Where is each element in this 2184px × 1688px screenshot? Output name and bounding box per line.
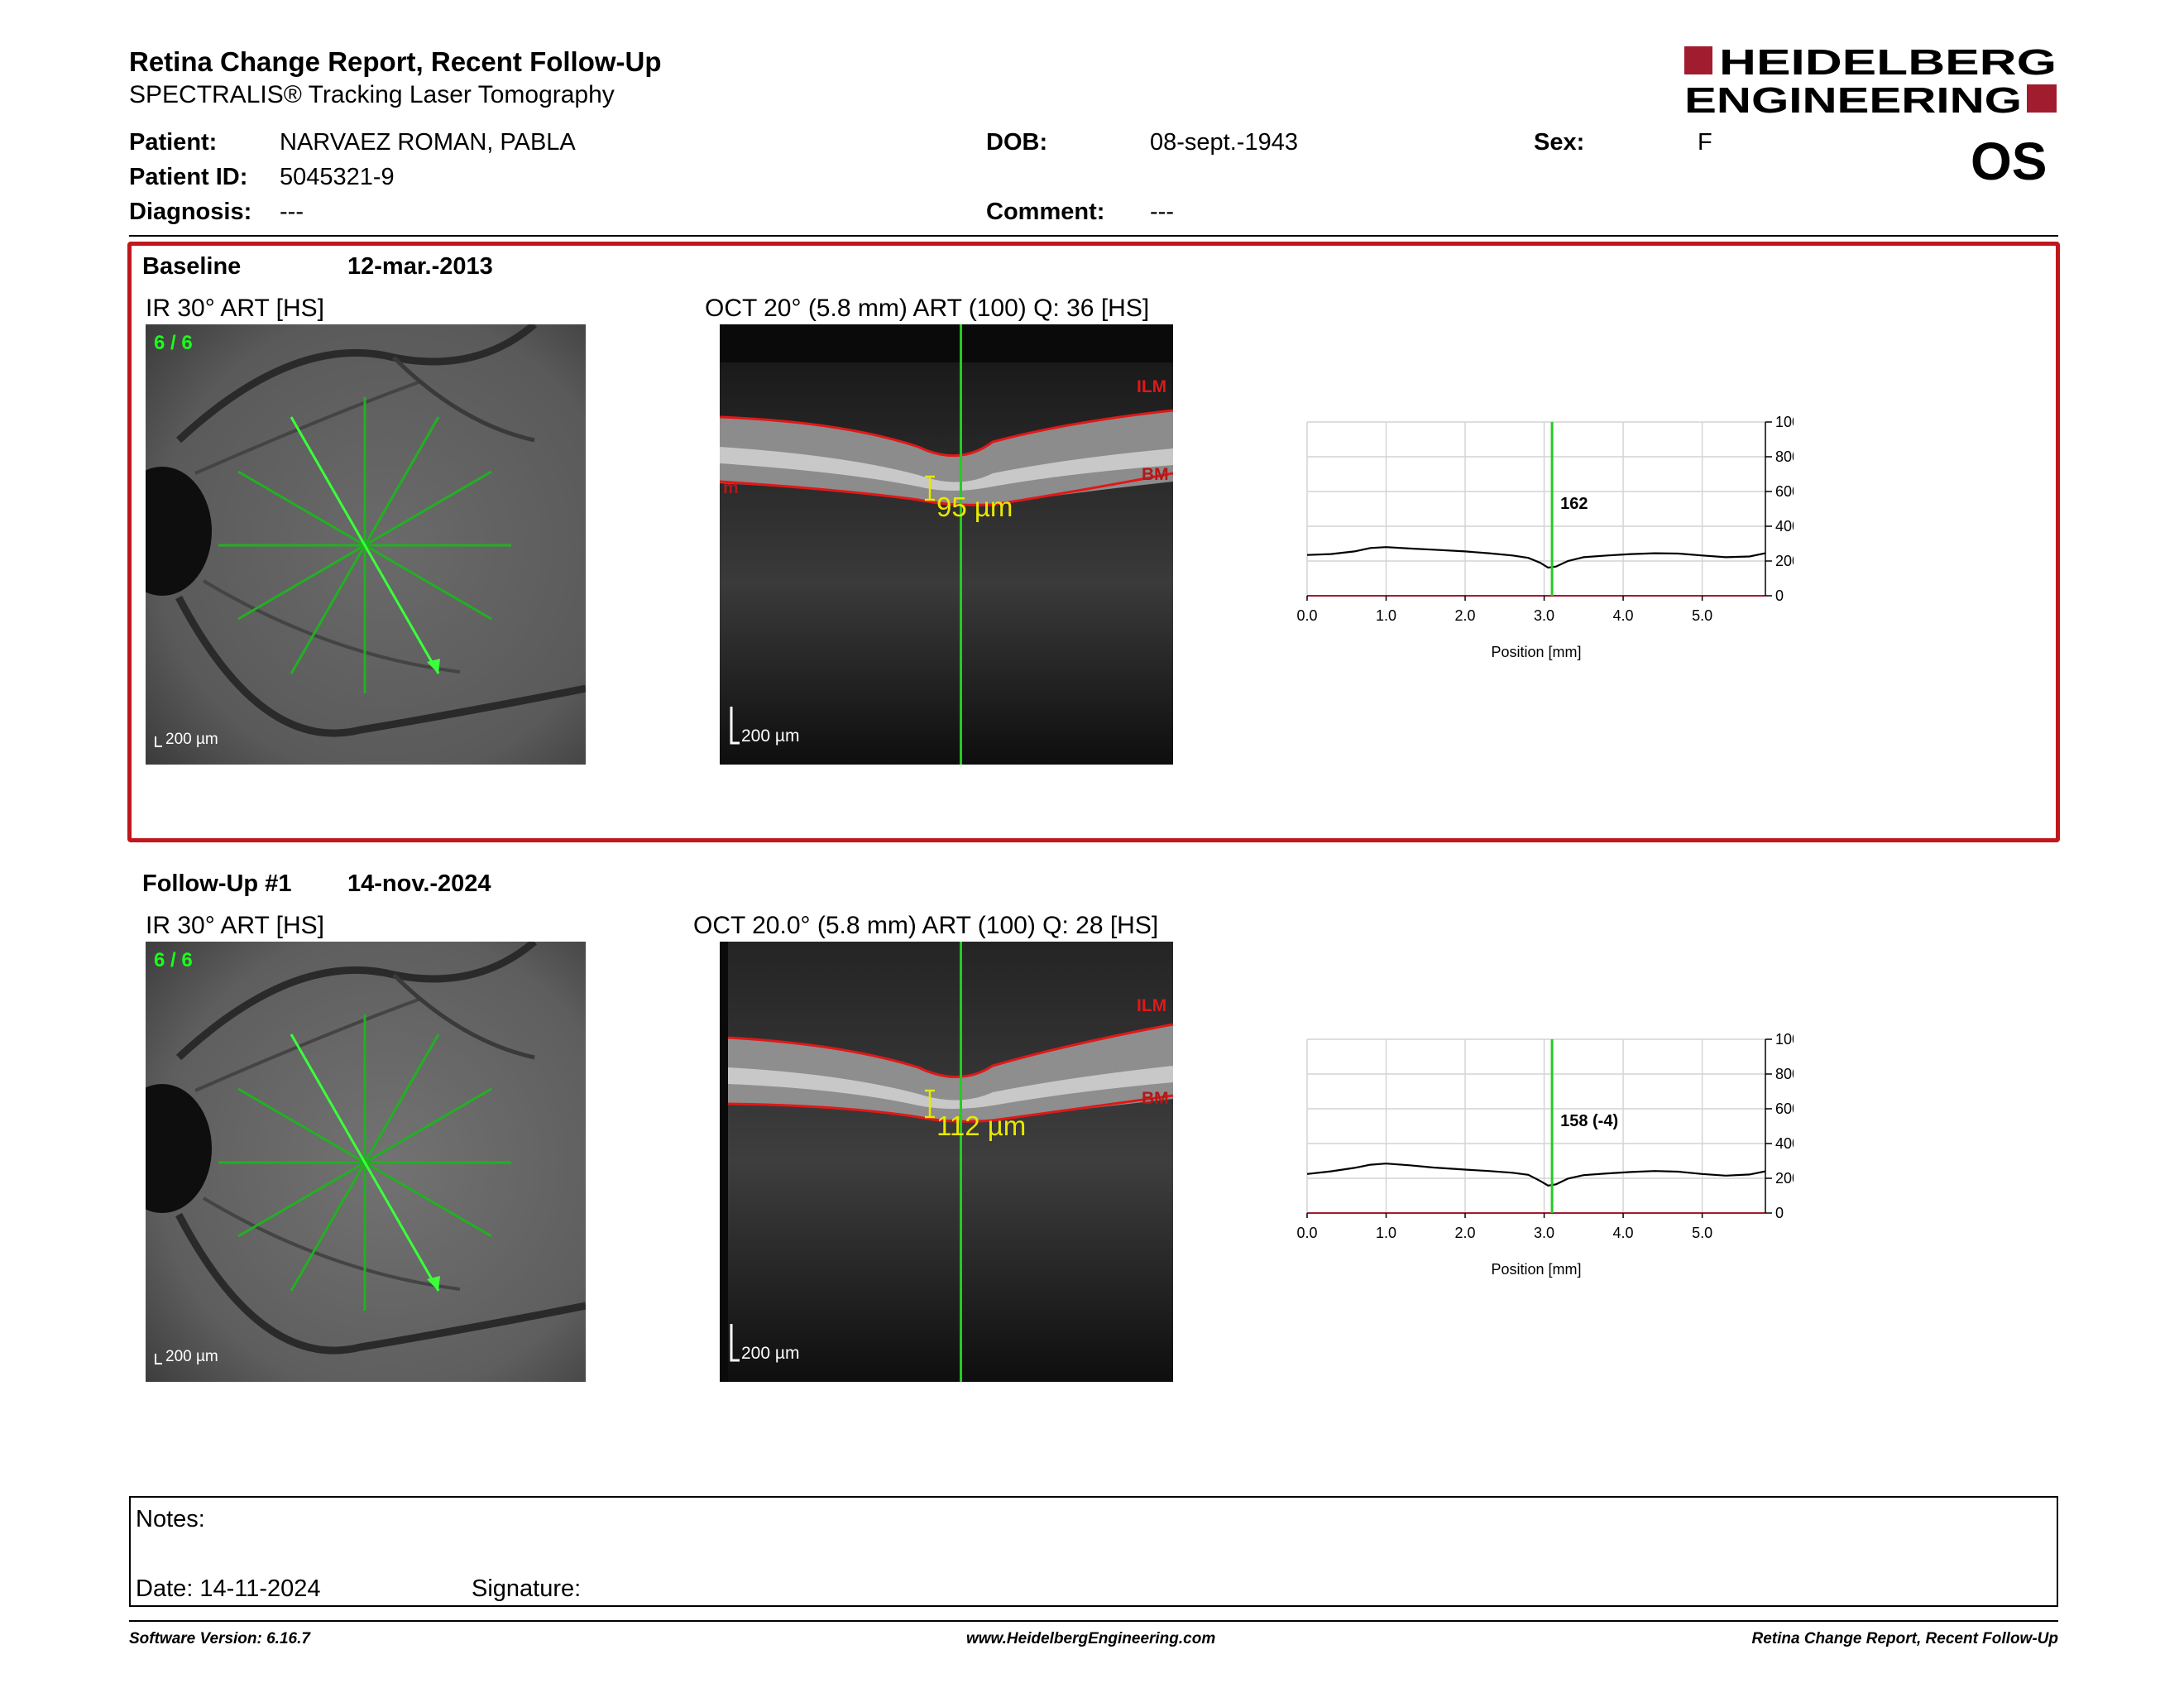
baseline-label: Baseline (142, 253, 242, 280)
followup-oct-title: OCT 20.0° (5.8 mm) ART (100) Q: 28 [HS] (693, 912, 1159, 939)
x-tick-label: 0.0 (1297, 1225, 1318, 1241)
baseline-oct-measurement: 95 µm (936, 492, 1013, 522)
svg-text:HEIDELBERG: HEIDELBERG (1719, 43, 2057, 83)
baseline-ilm-label: ILM (1137, 377, 1166, 396)
x-tick-label: 5.0 (1692, 1225, 1712, 1241)
patient-label: Patient: (129, 129, 218, 156)
x-tick-label: 1.0 (1376, 1225, 1396, 1241)
y-tick-label: 400 (1775, 518, 1794, 535)
dob-label: DOB: (986, 129, 1048, 156)
followup-ir-scale: 200 µm (165, 1348, 218, 1365)
report-title: Retina Change Report, Recent Follow-Up (129, 46, 662, 77)
baseline-highlight-frame (127, 242, 2060, 842)
sex-label: Sex: (1534, 129, 1585, 156)
comment-label: Comment: (986, 199, 1105, 225)
y-tick-label: 200 (1775, 553, 1794, 569)
x-tick-label: 3.0 (1534, 1225, 1554, 1241)
patient-id: 5045321-9 (280, 164, 395, 190)
followup-bm-label: BM (1142, 1089, 1169, 1108)
followup-oct-measurement: 112 µm (936, 1110, 1026, 1141)
y-tick-label: 600 (1775, 1101, 1794, 1117)
center-thickness-value: 158 (-4) (1560, 1112, 1618, 1130)
baseline-ir-title: IR 30° ART [HS] (146, 295, 324, 322)
footer-report-name: Retina Change Report, Recent Follow-Up (1751, 1630, 2058, 1647)
x-tick-label: 5.0 (1692, 607, 1712, 624)
y-tick-label: 600 (1775, 483, 1794, 500)
chart-grid (1306, 421, 1765, 597)
diagnosis-label: Diagnosis: (129, 199, 252, 225)
baseline-oct-bscan-image[interactable]: ILM BM m 95 µm 200 µm (720, 324, 1173, 765)
report-subtitle: SPECTRALIS® Tracking Laser Tomography (129, 81, 615, 108)
y-tick-label: 1000 (1775, 1031, 1794, 1048)
x-tick-label: 4.0 (1613, 1225, 1634, 1241)
chart-y-ticks: 0 200 400 600 800 1000 (1765, 1031, 1794, 1221)
patient-name: NARVAEZ ROMAN, PABLA (280, 129, 576, 156)
signature-label: Signature: (472, 1575, 582, 1602)
x-tick-label: 0.0 (1297, 607, 1318, 624)
baseline-ir-scale: 200 µm (165, 731, 218, 748)
chart-axes (1307, 1039, 1766, 1214)
comment-value: --- (1150, 199, 1174, 225)
chart-axes (1307, 422, 1766, 597)
notes-box[interactable] (129, 1496, 2058, 1607)
baseline-oct-title: OCT 20° (5.8 mm) ART (100) Q: 36 [HS] (705, 295, 1150, 322)
x-tick-label: 1.0 (1376, 607, 1396, 624)
x-tick-label: 3.0 (1534, 607, 1554, 624)
followup-ilm-label: ILM (1137, 996, 1166, 1015)
report-date: Date: 14-11-2024 (136, 1575, 321, 1602)
x-axis-label: Position [mm] (1491, 644, 1581, 660)
footer-divider (129, 1620, 2058, 1622)
followup-date: 14-nov.-2024 (347, 870, 491, 897)
followup-ir-title: IR 30° ART [HS] (146, 912, 324, 939)
x-axis-label: Position [mm] (1491, 1261, 1581, 1278)
baseline-edge-label: m (723, 478, 739, 497)
eye-label: OS (1971, 132, 2048, 191)
diagnosis-value: --- (280, 199, 304, 225)
dob-value: 08-sept.-1943 (1150, 129, 1298, 156)
followup-label: Follow-Up #1 (142, 870, 292, 897)
software-version: Software Version: 6.16.7 (129, 1630, 310, 1647)
y-tick-label: 1000 (1775, 414, 1794, 430)
chart-y-ticks: 0 200 400 600 800 1000 (1765, 414, 1794, 604)
y-tick-label: 200 (1775, 1170, 1794, 1187)
sex-value: F (1698, 129, 1712, 156)
x-tick-label: 4.0 (1613, 607, 1634, 624)
x-tick-label: 2.0 (1455, 1225, 1476, 1241)
chart-x-ticks: 0.0 1.0 2.0 3.0 4.0 5.0 (1297, 1213, 1712, 1241)
website-link[interactable]: www.HeidelbergEngineering.com (966, 1630, 1216, 1647)
baseline-ir-count: 6 / 6 (154, 332, 193, 354)
followup-oct-bscan-image[interactable]: ILM BM 112 µm 200 µm (720, 942, 1173, 1382)
baseline-oct-scale: 200 µm (741, 727, 799, 746)
followup-thickness-chart: 0.0 1.0 2.0 3.0 4.0 5.0 0 200 400 600 800 1000 158… (1297, 1031, 1794, 1278)
header-divider (129, 235, 2058, 237)
svg-text:ENGINEERING: ENGINEERING (1684, 80, 2022, 116)
baseline-bm-label: BM (1142, 465, 1169, 484)
y-tick-label: 800 (1775, 448, 1794, 465)
patient-id-label: Patient ID: (129, 164, 248, 190)
x-tick-label: 2.0 (1455, 607, 1476, 624)
y-tick-label: 0 (1775, 587, 1784, 604)
thickness-profile-line (1306, 1163, 1766, 1187)
y-tick-label: 800 (1775, 1066, 1794, 1082)
baseline-date: 12-mar.-2013 (347, 253, 493, 280)
baseline-ir-fundus-image[interactable]: 6 / 6 200 µm (146, 324, 586, 765)
followup-ir-count: 6 / 6 (154, 949, 193, 971)
followup-oct-scale: 200 µm (741, 1344, 799, 1363)
y-tick-label: 400 (1775, 1135, 1794, 1152)
chart-grid (1306, 1038, 1765, 1214)
y-tick-label: 0 (1775, 1205, 1784, 1221)
center-thickness-value: 162 (1560, 495, 1588, 513)
notes-label: Notes: (136, 1506, 205, 1532)
thickness-profile-line (1306, 546, 1766, 569)
chart-x-ticks: 0.0 1.0 2.0 3.0 4.0 5.0 (1297, 596, 1712, 624)
followup-ir-fundus-image[interactable]: 6 / 6 200 µm (146, 942, 586, 1382)
heidelberg-logo: HEIDELBERG ENGINEERING (1684, 43, 2057, 116)
baseline-thickness-chart: 0.0 1.0 2.0 3.0 4.0 5.0 0 200 400 600 800 1000 162… (1297, 414, 1794, 660)
